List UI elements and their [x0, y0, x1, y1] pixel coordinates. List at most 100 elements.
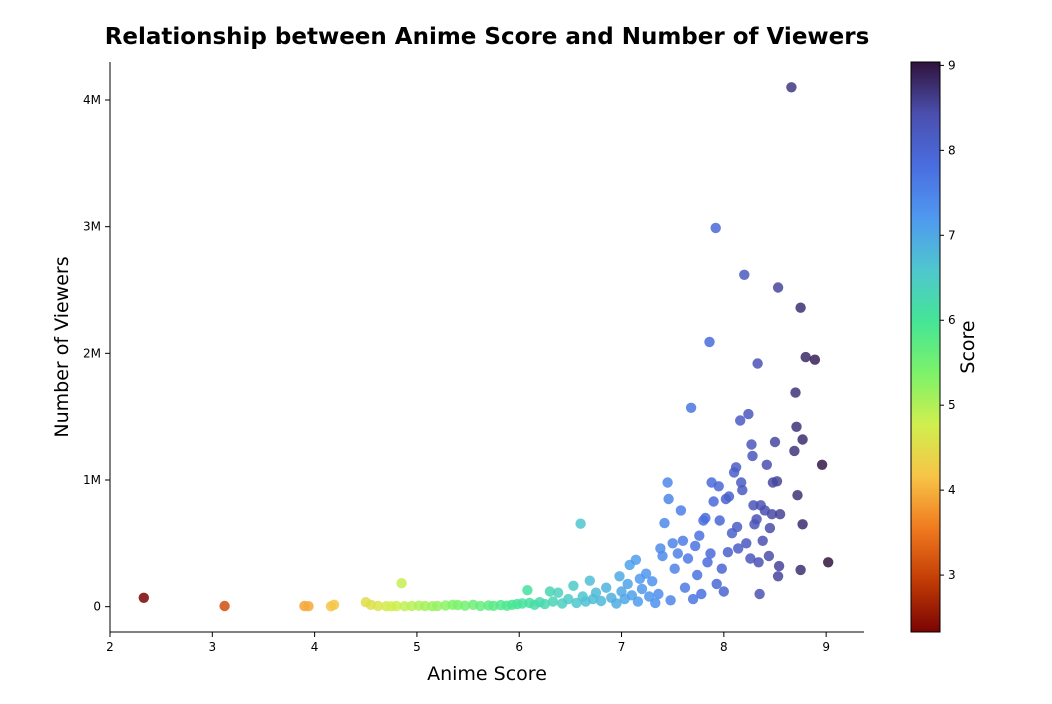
data-point — [718, 586, 729, 597]
data-point — [752, 358, 763, 369]
data-point — [763, 550, 775, 562]
data-point — [663, 493, 674, 505]
data-point — [432, 600, 443, 612]
colorbar-tick-label: 6 — [948, 313, 956, 327]
data-point — [547, 596, 559, 607]
data-point — [741, 538, 752, 549]
data-point — [459, 600, 471, 611]
y-tick-label: 3M — [83, 220, 101, 234]
data-point — [774, 509, 786, 520]
data-point — [595, 595, 607, 607]
data-point — [739, 269, 750, 280]
data-point — [809, 354, 821, 365]
data-point — [769, 436, 781, 448]
data-point — [795, 302, 806, 313]
x-tick-label: 9 — [822, 640, 830, 654]
data-point — [771, 476, 783, 487]
x-tick-label: 3 — [208, 640, 216, 654]
data-point — [544, 586, 556, 597]
data-point — [730, 462, 742, 473]
chart-title: Relationship between Anime Score and Num… — [105, 24, 870, 50]
data-point — [667, 538, 678, 549]
data-point — [601, 582, 612, 593]
data-point — [690, 540, 701, 552]
data-point — [772, 282, 784, 293]
data-point — [816, 459, 828, 470]
x-tick-label: 8 — [720, 640, 728, 654]
plot-area: 2 3 4 5 6 7 8 9 0 1M 2M 3M 4M — [83, 62, 864, 654]
data-point — [773, 560, 785, 572]
colorbar-tick-label: 7 — [948, 228, 956, 242]
data-point — [669, 563, 680, 574]
data-point — [636, 583, 648, 595]
data-point — [647, 576, 658, 587]
data-point — [522, 585, 533, 596]
data-point — [328, 599, 340, 610]
x-axis-label: Anime Score — [427, 663, 547, 685]
y-tick-label: 0 — [93, 600, 101, 614]
y-ticks: 0 1M 2M 3M 4M — [83, 93, 110, 614]
data-point — [475, 600, 486, 612]
data-point — [675, 505, 687, 516]
x-tick-label: 5 — [413, 640, 421, 654]
data-point — [138, 592, 149, 603]
data-point — [748, 500, 759, 511]
data-point — [584, 575, 595, 586]
data-point — [672, 548, 683, 559]
data-point — [766, 509, 778, 520]
data-point — [753, 557, 764, 568]
data-point — [800, 351, 811, 363]
data-point — [713, 481, 724, 492]
data-point — [682, 553, 694, 564]
colorbar-tick-label: 8 — [948, 143, 956, 157]
data-point — [795, 564, 806, 576]
data-point — [571, 597, 582, 609]
data-point — [640, 568, 652, 579]
data-point — [552, 587, 564, 598]
x-ticks: 2 3 4 5 6 7 8 9 — [106, 632, 830, 654]
data-point — [714, 515, 725, 526]
x-tick-label: 4 — [311, 640, 319, 654]
data-point — [731, 521, 743, 533]
data-point — [761, 459, 772, 470]
data-point — [611, 598, 622, 609]
data-point — [723, 491, 735, 502]
data-point — [687, 593, 699, 605]
colorbar-tick-label: 4 — [948, 483, 956, 497]
data-point — [679, 582, 691, 593]
data-point — [575, 518, 586, 529]
data-point — [692, 569, 703, 581]
y-tick-label: 2M — [83, 346, 101, 360]
data-point — [685, 402, 697, 413]
colorbar-label: Score — [957, 320, 979, 373]
data-point — [650, 597, 661, 609]
data-point — [772, 571, 784, 582]
data-point — [653, 588, 664, 600]
data-point — [797, 434, 808, 445]
data-point — [747, 450, 758, 462]
data-point — [659, 517, 670, 529]
data-point — [614, 571, 625, 582]
data-point — [791, 421, 802, 432]
data-point — [733, 543, 744, 554]
data-point — [710, 222, 721, 234]
data-point — [391, 600, 402, 612]
data-point — [700, 512, 711, 524]
data-point — [372, 600, 384, 612]
colorbar-ticks: 3 4 5 6 7 8 9 — [940, 58, 956, 582]
data-point — [632, 596, 644, 607]
data-point — [630, 554, 642, 565]
data-point — [702, 557, 713, 568]
y-axis-label: Number of Viewers — [51, 256, 73, 437]
data-point — [790, 387, 801, 398]
data-point — [622, 578, 633, 590]
data-point — [568, 580, 579, 591]
data-point — [789, 445, 800, 457]
x-tick-label: 6 — [515, 640, 523, 654]
data-point — [711, 578, 722, 590]
data-point — [657, 550, 668, 562]
data-point — [751, 514, 762, 525]
colorbar: 3 4 5 6 7 8 9 Score — [910, 58, 979, 633]
x-tick-label: 7 — [618, 640, 626, 654]
data-point — [219, 600, 230, 612]
